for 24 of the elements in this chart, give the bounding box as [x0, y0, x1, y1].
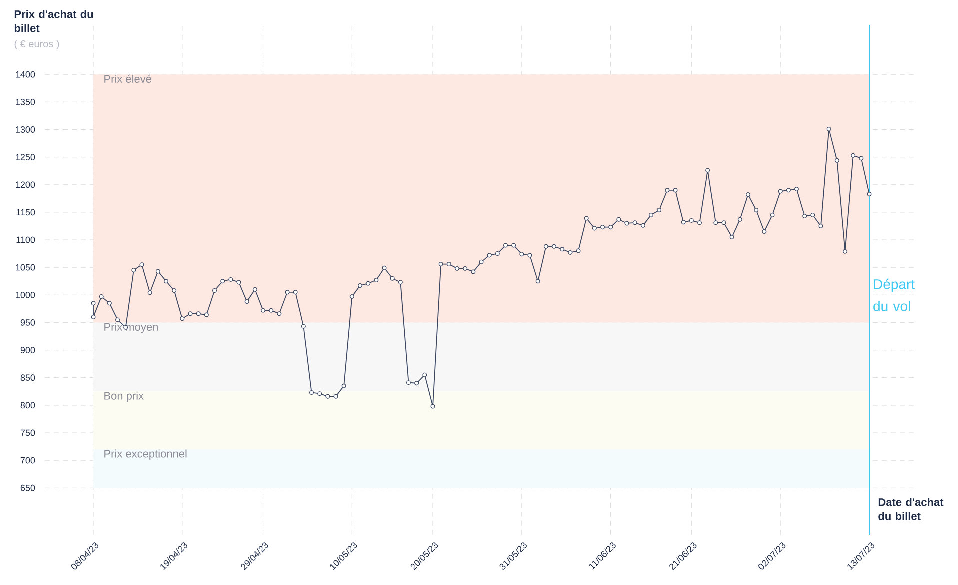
y-tick-label: 650: [20, 484, 36, 492]
y-tick-label: 1400: [16, 71, 36, 78]
band-label: Prix moyen: [104, 322, 158, 334]
y-tick-label: 1300: [16, 126, 36, 133]
x-axis-title: Date d'achat du billet: [878, 498, 944, 520]
band-label: Prix élevé: [104, 74, 152, 84]
y-tick-label: 1000: [16, 292, 36, 298]
y-tick-label: 850: [20, 374, 36, 382]
y-tick-label: 800: [20, 402, 36, 409]
annotation: ( € euros ): [14, 40, 60, 50]
ref-line-label: Départ du vol: [874, 278, 915, 312]
y-tick-label: 1200: [16, 182, 36, 188]
y-tick-label: 750: [20, 430, 36, 436]
band-label: Bon prix: [104, 392, 144, 402]
y-tick-label: 950: [20, 320, 36, 326]
y-tick-label: 1150: [16, 209, 36, 216]
y-tick-label: 1250: [16, 154, 36, 161]
y-tick-label: 1100: [16, 236, 36, 244]
y-tick-label: 1050: [16, 264, 36, 271]
y-tick-label: 1350: [16, 98, 36, 106]
y-axis-title: Prix d'achat du billet: [14, 10, 94, 32]
y-tick-label: 700: [20, 457, 36, 464]
band-label: Prix exceptionnel: [104, 450, 187, 460]
y-tick-label: 900: [20, 347, 36, 354]
